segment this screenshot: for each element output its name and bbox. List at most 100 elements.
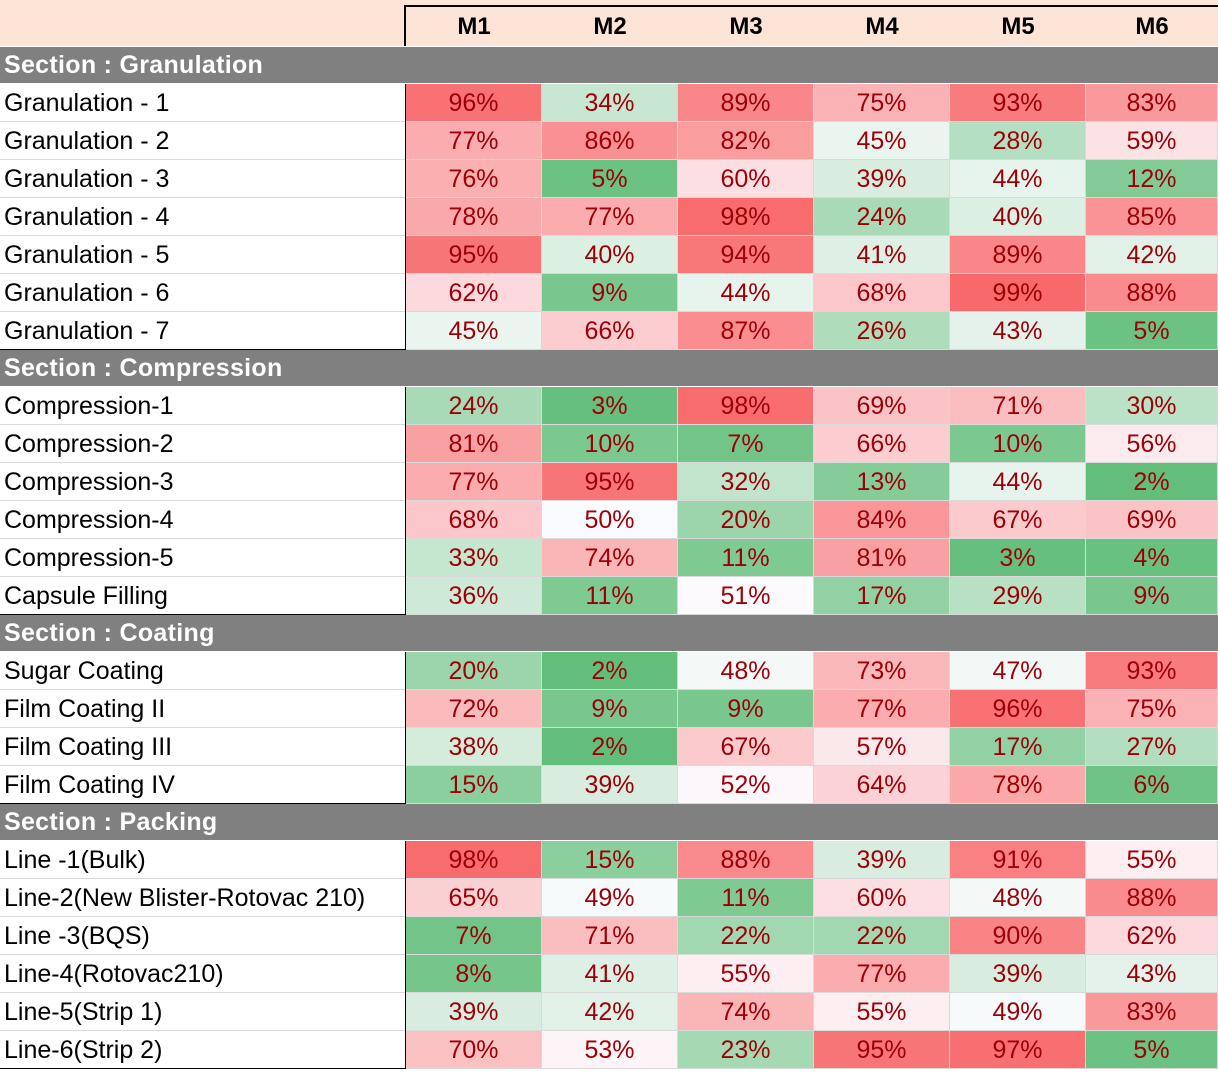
- heatmap-cell: 5%: [1086, 312, 1218, 350]
- row-label: Compression-3: [0, 463, 405, 501]
- heatmap-cell: 78%: [406, 198, 542, 236]
- heatmap-cell: 9%: [542, 274, 678, 312]
- row-label: Line-2(New Blister-Rotovac 210): [0, 879, 405, 917]
- heatmap-cell: 10%: [542, 425, 678, 463]
- heatmap-cell: 75%: [1086, 690, 1218, 728]
- heatmap-cell: 20%: [678, 501, 814, 539]
- heatmap-cell: 67%: [678, 728, 814, 766]
- column-header-m6[interactable]: M6: [1135, 13, 1169, 40]
- heatmap-cell: 62%: [1086, 917, 1218, 955]
- column-header-m2[interactable]: M2: [593, 13, 627, 40]
- row-label: Granulation - 3: [0, 160, 405, 198]
- row-label: Line-5(Strip 1): [0, 993, 405, 1031]
- heatmap-cell: 67%: [950, 501, 1086, 539]
- heatmap-cell: 77%: [406, 122, 542, 160]
- heatmap-cell: 23%: [678, 1031, 814, 1069]
- heatmap-cell: 77%: [814, 690, 950, 728]
- heatmap-cell: 11%: [678, 879, 814, 917]
- heatmap-cell: 39%: [406, 993, 542, 1031]
- header-row: [0, 0, 1218, 46]
- heatmap-cell: 71%: [542, 917, 678, 955]
- heatmap-cell: 26%: [814, 312, 950, 350]
- heatmap-cell: 43%: [950, 312, 1086, 350]
- row-label: Film Coating IV: [0, 766, 405, 804]
- heatmap-cell: 88%: [678, 841, 814, 879]
- heatmap-cell: 68%: [406, 501, 542, 539]
- heatmap-cell: 12%: [1086, 160, 1218, 198]
- row-label: Capsule Filling: [0, 577, 405, 615]
- heatmap-cell: 3%: [950, 539, 1086, 577]
- heatmap-cell: 81%: [406, 425, 542, 463]
- heatmap-cell: 70%: [406, 1031, 542, 1069]
- heatmap-cell: 39%: [542, 766, 678, 804]
- heatmap-cell: 42%: [1086, 236, 1218, 274]
- heatmap-cell: 5%: [1086, 1031, 1218, 1069]
- heatmap-cell: 33%: [406, 539, 542, 577]
- heatmap-cell: 56%: [1086, 425, 1218, 463]
- column-header-m3[interactable]: M3: [729, 13, 763, 40]
- heatmap-cell: 66%: [542, 312, 678, 350]
- heatmap-cell: 28%: [950, 122, 1086, 160]
- heatmap-cell: 52%: [678, 766, 814, 804]
- heatmap-cell: 45%: [406, 312, 542, 350]
- heatmap-cell: 69%: [814, 387, 950, 425]
- heatmap-cell: 95%: [406, 236, 542, 274]
- heatmap-cell: 96%: [950, 690, 1086, 728]
- heatmap-cell: 91%: [950, 841, 1086, 879]
- heatmap-cell: 57%: [814, 728, 950, 766]
- heatmap-cell: 48%: [678, 652, 814, 690]
- heatmap-cell: 24%: [406, 387, 542, 425]
- heatmap-cell: 98%: [678, 387, 814, 425]
- heatmap-cell: 10%: [950, 425, 1086, 463]
- heatmap-cell: 9%: [1086, 577, 1218, 615]
- heatmap-cell: 77%: [406, 463, 542, 501]
- heatmap-cell: 55%: [678, 955, 814, 993]
- row-label: Film Coating III: [0, 728, 405, 766]
- header-border-top: [405, 5, 1218, 7]
- heatmap-cell: 71%: [950, 387, 1086, 425]
- heatmap-cell: 72%: [406, 690, 542, 728]
- heatmap-cell: 6%: [1086, 766, 1218, 804]
- heatmap-cell: 59%: [1086, 122, 1218, 160]
- row-label: Granulation - 6: [0, 274, 405, 312]
- section-header: Section : Packing: [0, 804, 1218, 840]
- heatmap-cell: 20%: [406, 652, 542, 690]
- heatmap-cell: 81%: [814, 539, 950, 577]
- heatmap-cell: 64%: [814, 766, 950, 804]
- label-divider: [405, 84, 406, 350]
- label-divider: [405, 387, 406, 615]
- heatmap-cell: 27%: [1086, 728, 1218, 766]
- section-header: Section : Coating: [0, 615, 1218, 651]
- heatmap-cell: 22%: [678, 917, 814, 955]
- heatmap-cell: 39%: [814, 160, 950, 198]
- row-label: Compression-1: [0, 387, 405, 425]
- heatmap-cell: 95%: [542, 463, 678, 501]
- heatmap-cell: 36%: [406, 577, 542, 615]
- section-header: Section : Compression: [0, 350, 1218, 386]
- heatmap-cell: 40%: [950, 198, 1086, 236]
- row-label: Sugar Coating: [0, 652, 405, 690]
- heatmap-cell: 30%: [1086, 387, 1218, 425]
- heatmap-cell: 45%: [814, 122, 950, 160]
- heatmap-cell: 3%: [542, 387, 678, 425]
- heatmap-cell: 2%: [1086, 463, 1218, 501]
- column-header-m1[interactable]: M1: [457, 13, 491, 40]
- heatmap-cell: 50%: [542, 501, 678, 539]
- heatmap-cell: 98%: [406, 841, 542, 879]
- heatmap-cell: 77%: [814, 955, 950, 993]
- heatmap-cell: 41%: [814, 236, 950, 274]
- heatmap-cell: 42%: [542, 993, 678, 1031]
- column-header-m5[interactable]: M5: [1001, 13, 1035, 40]
- heatmap-cell: 75%: [814, 84, 950, 122]
- row-label: Granulation - 4: [0, 198, 405, 236]
- section-header: Section : Granulation: [0, 47, 1218, 83]
- heatmap-cell: 9%: [542, 690, 678, 728]
- row-label: Granulation - 1: [0, 84, 405, 122]
- heatmap-cell: 24%: [814, 198, 950, 236]
- heatmap-cell: 87%: [678, 312, 814, 350]
- heatmap-cell: 69%: [1086, 501, 1218, 539]
- row-label: Line -1(Bulk): [0, 841, 405, 879]
- heatmap-cell: 11%: [678, 539, 814, 577]
- column-header-m4[interactable]: M4: [865, 13, 899, 40]
- heatmap-cell: 4%: [1086, 539, 1218, 577]
